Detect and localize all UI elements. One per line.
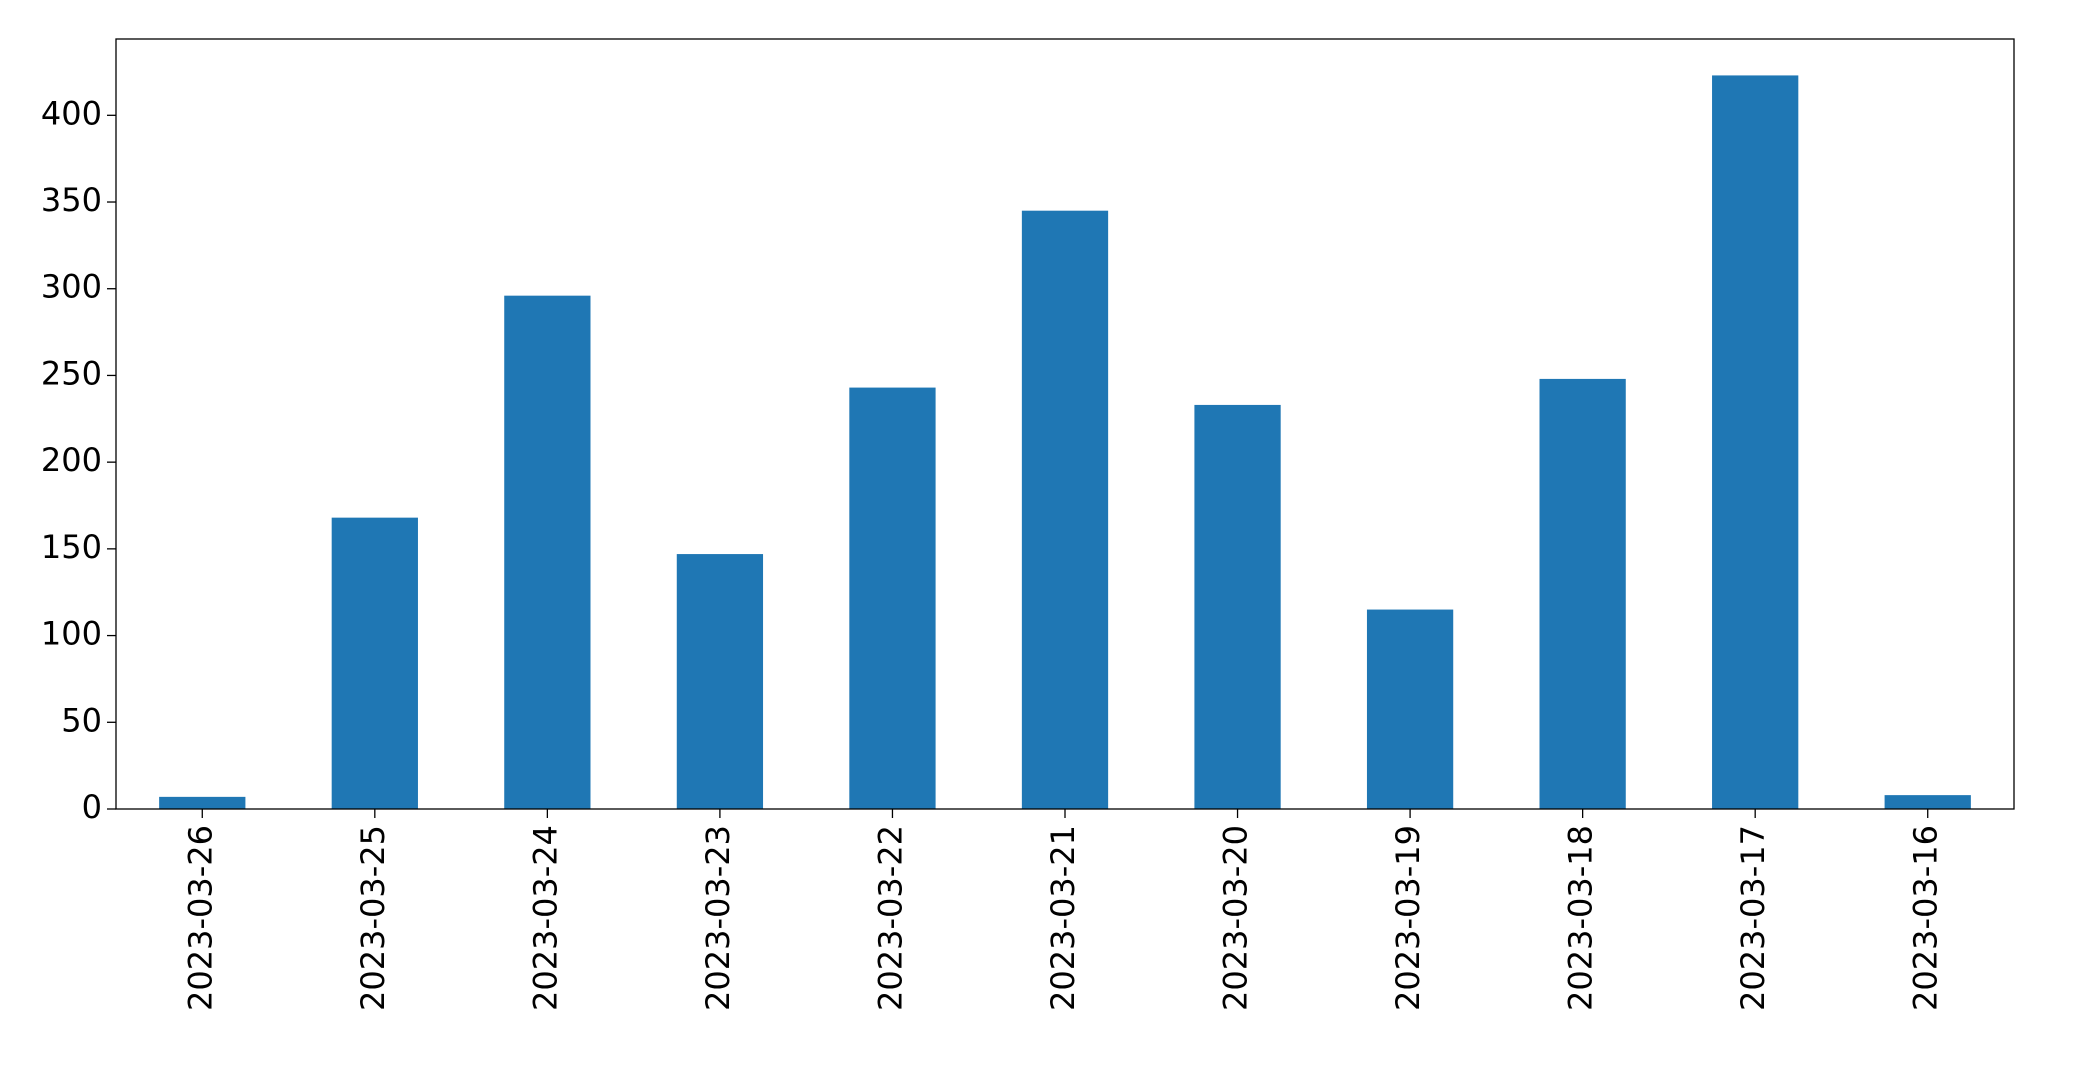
- x-tick-label: 2023-03-17: [1734, 825, 1772, 1011]
- plot-frame: [115, 38, 2015, 810]
- y-tick-label: 0: [82, 788, 102, 826]
- x-tick-label: 2023-03-24: [526, 825, 564, 1011]
- x-tick-label: 2023-03-19: [1389, 825, 1427, 1011]
- y-tick-label: 350: [41, 181, 102, 219]
- y-tick-label: 250: [41, 354, 102, 392]
- bar: [331, 517, 418, 809]
- y-tick-label: 400: [41, 94, 102, 132]
- x-tick-label: 2023-03-20: [1217, 825, 1255, 1011]
- y-tick-label: 200: [41, 441, 102, 479]
- y-tick-label: 50: [61, 701, 102, 739]
- bar: [1884, 795, 1971, 809]
- x-tick-label: 2023-03-22: [871, 825, 909, 1011]
- x-tick-label: 2023-03-21: [1044, 825, 1082, 1011]
- bar: [1021, 210, 1109, 809]
- y-tick-label: 100: [41, 615, 102, 653]
- x-tick-label: 2023-03-16: [1907, 825, 1945, 1011]
- bar: [1194, 404, 1281, 809]
- bar: [1539, 378, 1626, 809]
- bar: [849, 387, 936, 809]
- bar: [676, 554, 764, 809]
- bar: [159, 796, 246, 809]
- x-tick-label: 2023-03-26: [181, 825, 219, 1011]
- y-tick-label: 300: [41, 268, 102, 306]
- bar: [1712, 75, 1799, 809]
- bar: [1366, 609, 1454, 809]
- x-tick-label: 2023-03-18: [1562, 825, 1600, 1011]
- y-tick-label: 150: [41, 528, 102, 566]
- x-tick-label: 2023-03-23: [699, 825, 737, 1011]
- bar: [504, 295, 591, 810]
- x-tick-label: 2023-03-25: [354, 825, 392, 1011]
